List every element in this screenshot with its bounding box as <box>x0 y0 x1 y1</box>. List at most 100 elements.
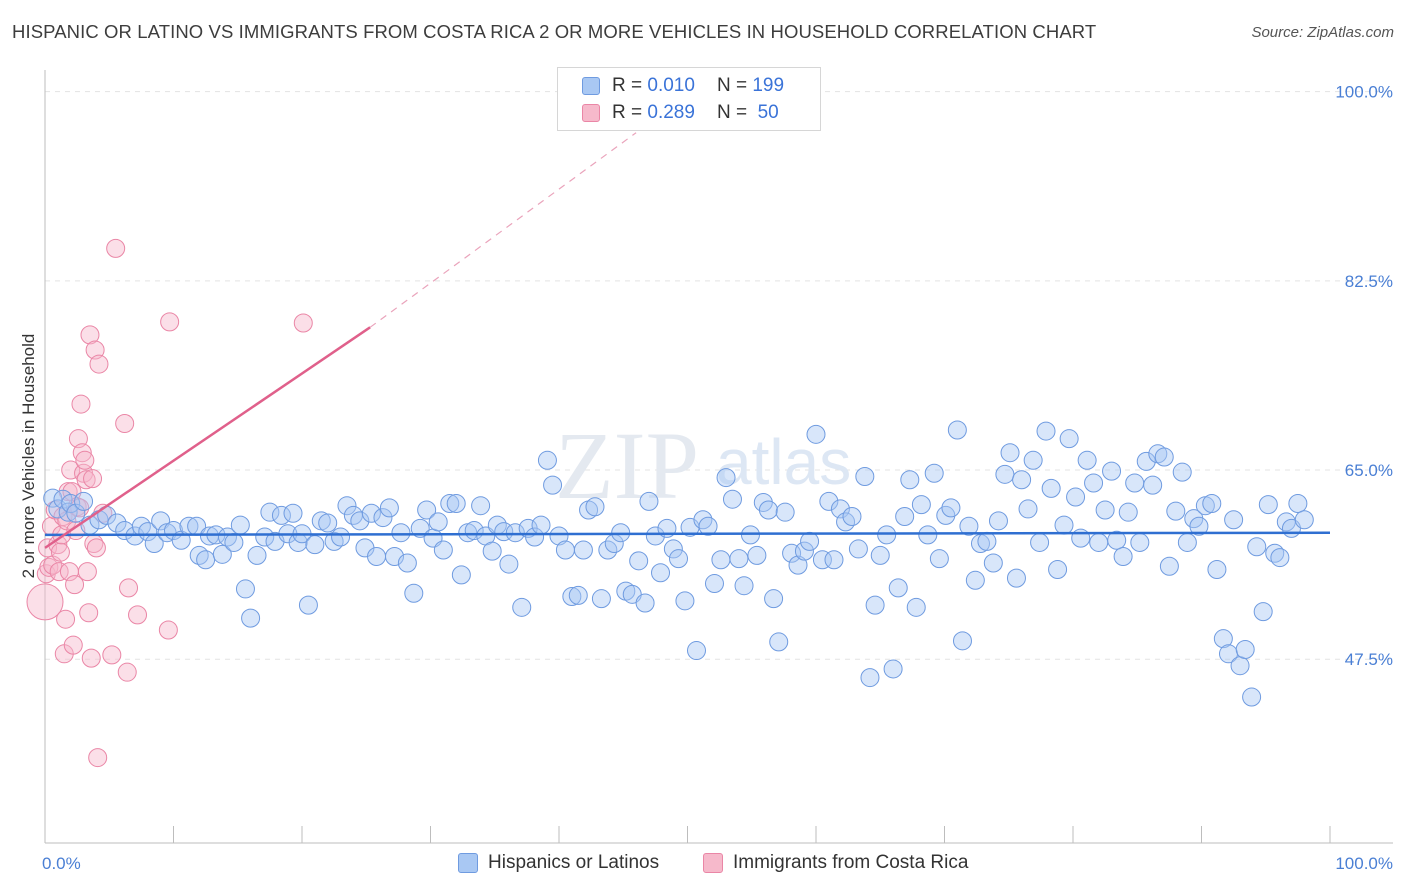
y-axis-label: 2 or more Vehicles in Household <box>19 334 38 579</box>
blue-point <box>1077 450 1097 470</box>
blue-point <box>663 539 683 559</box>
blue-point <box>1130 532 1150 552</box>
trendlines <box>44 132 1331 549</box>
blue-point <box>1036 421 1056 441</box>
pink-trendline-extension <box>369 132 637 328</box>
pink-point <box>79 603 99 623</box>
blue-point <box>855 467 875 487</box>
y-tick-label: 100.0% <box>1335 83 1393 102</box>
blue-point <box>651 563 671 583</box>
legend-swatch-blue <box>458 853 478 873</box>
legend-n-value: 199 <box>752 75 785 96</box>
blue-point <box>1294 510 1314 530</box>
blue-point <box>675 591 695 611</box>
blue-point <box>1166 501 1186 521</box>
blue-point <box>1118 502 1138 522</box>
blue-point <box>1159 556 1179 576</box>
blue-point <box>865 595 885 615</box>
legend-r-label: R = <box>612 102 643 123</box>
blue-point <box>525 527 545 547</box>
blue-point <box>635 593 655 613</box>
blue-point <box>43 488 63 508</box>
blue-point <box>639 491 659 511</box>
blue-point <box>446 494 466 514</box>
pink-point <box>293 313 313 333</box>
blue-point <box>860 668 880 688</box>
blue-point <box>734 576 754 596</box>
blue-point <box>911 495 931 515</box>
pink-point <box>76 470 96 490</box>
blue-point <box>1113 547 1133 567</box>
blue-point <box>585 497 605 517</box>
pink-point <box>26 583 64 621</box>
blue-point <box>255 527 275 547</box>
chart-title: HISPANIC OR LATINO VS IMMIGRANTS FROM CO… <box>12 21 1097 42</box>
y-tick-label: 82.5% <box>1345 272 1393 291</box>
blue-point <box>217 527 237 547</box>
pink-point <box>88 748 108 768</box>
blue-point <box>235 579 255 599</box>
blue-point <box>645 526 665 546</box>
bottom-legend-blue: Hispanics or Latinos <box>458 852 659 874</box>
blue-point <box>941 498 961 518</box>
blue-point <box>1207 559 1227 579</box>
x-tick-label: 0.0% <box>42 854 81 873</box>
blue-point <box>669 549 689 569</box>
blue-point <box>283 503 303 523</box>
blue-point <box>1048 559 1068 579</box>
y-tick-label: 47.5% <box>1345 650 1393 669</box>
blue-point <box>1270 548 1290 568</box>
legend-n-value: 50 <box>752 102 779 123</box>
blue-point <box>499 554 519 574</box>
blue-point <box>1189 516 1209 536</box>
blue-point <box>1107 530 1127 550</box>
blue-point <box>729 549 749 569</box>
source-credit: Source: ZipAtlas.com <box>1251 24 1394 41</box>
blue-point <box>848 539 868 559</box>
blue-point <box>1213 629 1233 649</box>
x-tick-label: 100.0% <box>1335 854 1393 873</box>
blue-point <box>391 523 411 543</box>
blue-point <box>568 585 588 605</box>
blue-point <box>883 659 903 679</box>
blue-point <box>397 553 417 573</box>
pink-point <box>75 450 95 470</box>
blue-point <box>1235 639 1255 659</box>
blue-point <box>1095 500 1115 520</box>
blue-point <box>1054 515 1074 535</box>
legend-row-pink: R = 0.289 N = 50 <box>582 100 779 126</box>
pink-point <box>56 609 76 629</box>
axes <box>44 70 1393 844</box>
gridlines <box>45 91 1393 660</box>
blue-point <box>870 545 890 565</box>
blue-point <box>769 632 789 652</box>
blue-point <box>367 547 387 567</box>
legend-swatch-pink <box>582 104 600 122</box>
legend-swatch-blue <box>582 77 600 95</box>
blue-point <box>549 526 569 546</box>
blue-point <box>959 516 979 536</box>
blue-point <box>1154 447 1174 467</box>
blue-point <box>1247 537 1267 557</box>
blue-point <box>1018 499 1038 519</box>
pink-point <box>65 575 85 595</box>
blue-point <box>836 512 856 532</box>
blue-point <box>1125 473 1145 493</box>
blue-point <box>331 527 351 547</box>
pink-point <box>160 312 180 332</box>
blue-point <box>107 513 127 533</box>
blue-point <box>900 470 920 490</box>
blue-point <box>1177 532 1197 552</box>
pink-point <box>71 394 91 414</box>
blue-point <box>842 507 862 527</box>
pink-point <box>117 662 137 682</box>
legend-n-label: N = <box>716 102 748 123</box>
pink-points <box>26 238 313 768</box>
pink-point <box>106 238 126 258</box>
blue-point <box>1224 510 1244 530</box>
blue-point <box>138 522 158 542</box>
blue-point <box>629 551 649 571</box>
blue-point <box>224 532 244 552</box>
blue-point <box>758 500 778 520</box>
pink-point <box>72 443 92 463</box>
